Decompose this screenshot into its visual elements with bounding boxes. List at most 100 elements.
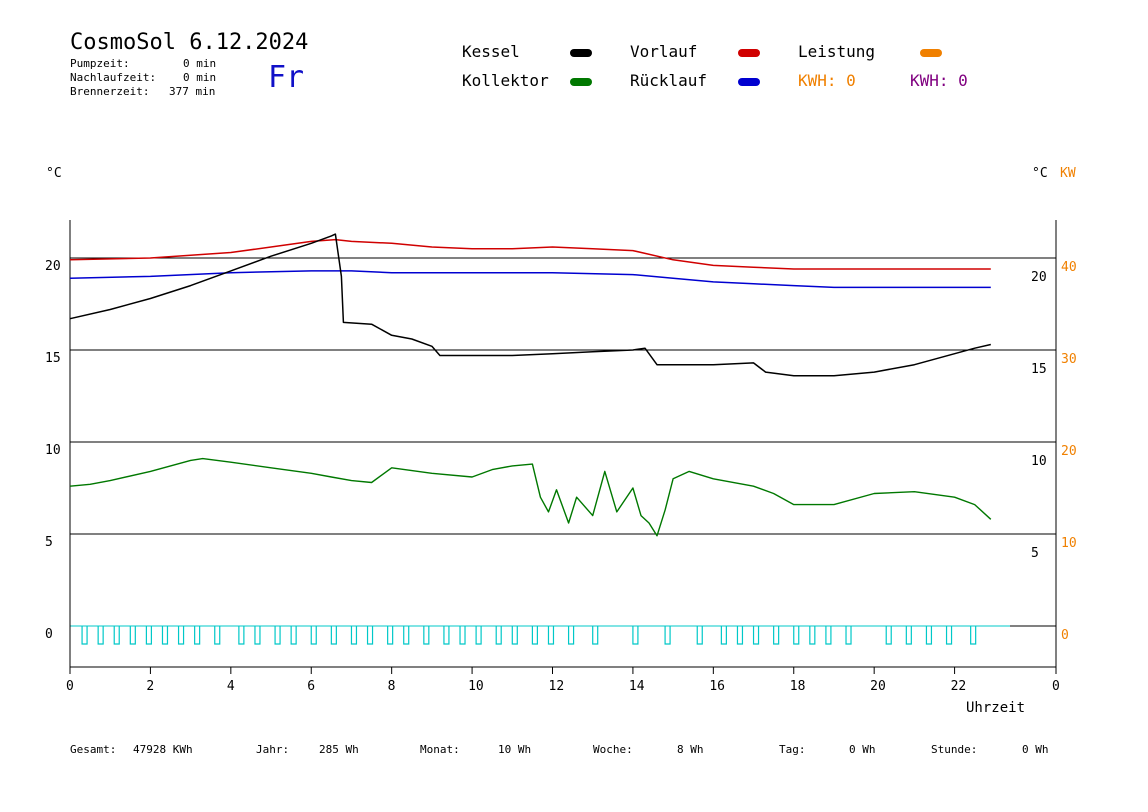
footer-gesamt-value: 47928 KWh [133, 743, 193, 756]
pump-pulse [423, 626, 430, 645]
pump-pulse [945, 626, 953, 645]
pump-pulse [885, 626, 892, 645]
weekday-label: Fr [268, 60, 305, 95]
pump-pulse [547, 626, 555, 645]
y-tick-label-right: 15 [1031, 362, 1047, 377]
footer-stunde-value: 0 Wh [1022, 743, 1049, 756]
legend-ruecklauf-label: Rücklauf [630, 71, 708, 90]
legend-kessel-swatch [570, 49, 592, 57]
pump-pulse [443, 626, 450, 645]
footer-monat-label: Monat: [420, 743, 460, 756]
pump-pulse [495, 626, 502, 645]
y-tick-label-right: 10 [1031, 454, 1047, 469]
nachlauf-value: 0 min [183, 71, 217, 84]
series-ruecklauf [69, 270, 991, 289]
legend-ruecklauf-swatch [738, 78, 760, 86]
pump-pulse [330, 626, 337, 645]
y-tick-label-right: 5 [1031, 546, 1039, 561]
nachlauf-label: Nachlaufzeit: [70, 71, 157, 84]
footer-gesamt-label: Gesamt: [70, 743, 117, 756]
pump-pulse [350, 626, 358, 645]
x-tick-label: 10 [468, 679, 484, 694]
x-tick-label: 8 [388, 679, 396, 694]
series-kollektor [69, 457, 992, 537]
legend-kollektor-swatch [570, 78, 592, 86]
left-axis-unit: °C [46, 166, 62, 181]
legend-kessel-label: Kessel [462, 42, 520, 61]
y-tick-label-left: 5 [45, 535, 53, 550]
footer-jahr-value: 285 Wh [319, 743, 359, 756]
x-tick-label: 4 [227, 679, 235, 694]
pump-pulse [194, 626, 201, 645]
x-tick-label: 18 [790, 679, 806, 694]
pump-pulse [752, 626, 760, 645]
pump-pulse [214, 626, 221, 645]
pump-pulse [632, 626, 639, 645]
pump-pulse [475, 626, 482, 645]
right-axis-unit: °C [1032, 166, 1048, 181]
y-tick-label-kw: 20 [1061, 444, 1077, 459]
y-tick-label-kw: 30 [1061, 352, 1077, 367]
x-tick-label: 0 [1052, 679, 1060, 694]
x-tick-label: 22 [951, 679, 967, 694]
pump-pulse [81, 626, 88, 645]
pump-pulse [696, 626, 703, 645]
right-axis-unit-kw: KW [1060, 166, 1076, 181]
pump-pulse [905, 626, 912, 645]
y-tick-label-left: 10 [45, 443, 61, 458]
pump-pulse [773, 626, 780, 645]
y-tick-label-right: 20 [1031, 270, 1047, 285]
series-vorlauf [69, 238, 991, 270]
pump-pulse [592, 626, 599, 645]
y-tick-label-kw: 0 [1061, 628, 1069, 643]
legend-vorlauf-label: Vorlauf [630, 42, 698, 61]
x-tick-label: 12 [549, 679, 565, 694]
y-tick-label-left: 15 [45, 351, 61, 366]
x-tick-label: 2 [146, 679, 154, 694]
x-tick-label: 20 [870, 679, 886, 694]
pump-pulse [238, 626, 245, 645]
pump-pulse [97, 626, 104, 645]
legend-leistung-label: Leistung [798, 42, 876, 61]
pump-pulse [113, 626, 120, 645]
pump-pulse [531, 626, 538, 645]
pump-pulse [825, 626, 832, 645]
pump-pulse [129, 626, 136, 645]
pump-pulse [664, 626, 671, 645]
pump-pulse [161, 626, 169, 645]
footer-stunde-label: Stunde: [931, 743, 978, 756]
pump-pulse [387, 626, 394, 645]
brenner-value: 377 min [169, 85, 216, 98]
pump-pulse [793, 626, 800, 645]
y-tick-label-left: 0 [45, 627, 53, 642]
pump-pulse [809, 626, 816, 645]
x-tick-label: 16 [709, 679, 725, 694]
footer-monat-value: 10 Wh [498, 743, 532, 756]
pump-pulse [736, 626, 744, 645]
pump-pulse [145, 626, 152, 645]
pump-pulse [366, 626, 374, 645]
x-tick-label: 6 [307, 679, 315, 694]
chart-title: CosmoSol 6.12.2024 [70, 30, 309, 55]
x-axis-label: Uhrzeit [966, 700, 1026, 716]
footer-tag-value: 0 Wh [849, 743, 876, 756]
legend-kollektor-label: Kollektor [462, 71, 549, 90]
pump-pulse [970, 626, 977, 645]
legend-kwh-secondary: KWH: 0 [910, 71, 968, 90]
legend-leistung-swatch [920, 49, 942, 57]
pump-pulse [310, 626, 317, 645]
footer-woche-value: 8 Wh [677, 743, 704, 756]
pumpzeit-label: Pumpzeit: [70, 57, 130, 70]
pump-pulse [403, 626, 410, 645]
pump-pulse [511, 626, 518, 645]
pumpzeit-value: 0 min [183, 57, 217, 70]
y-tick-label-kw: 10 [1061, 536, 1077, 551]
pump-pulse [925, 626, 933, 645]
y-tick-label-kw: 40 [1061, 260, 1077, 275]
pump-pulse [254, 626, 261, 645]
pump-pulse [720, 626, 727, 645]
x-tick-label: 0 [66, 679, 74, 694]
footer-woche-label: Woche: [593, 743, 633, 756]
legend-kwh-leistung: KWH: 0 [798, 71, 856, 90]
